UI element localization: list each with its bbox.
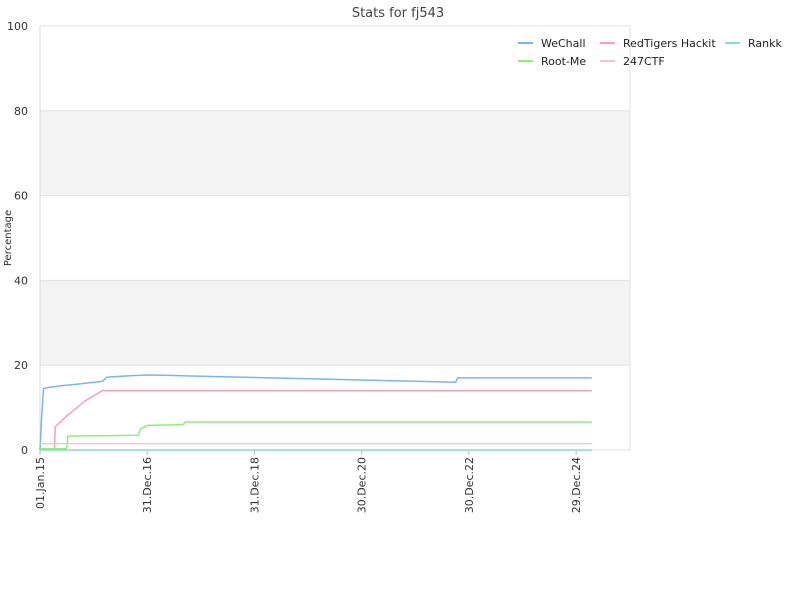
y-tick-label: 0	[21, 444, 28, 457]
grid-bands	[40, 26, 630, 450]
x-tick-label: 01.Jan.15	[34, 457, 47, 509]
series-line-redtigers-hackit	[40, 389, 592, 450]
series-lines	[39, 374, 592, 451]
grid-band	[40, 26, 630, 111]
legend-item-root-me[interactable]: Root-Me	[518, 55, 586, 68]
y-tick-label: 80	[14, 105, 28, 118]
x-tick-label: 29.Dec.24	[570, 457, 583, 513]
legend-item-rankk[interactable]: Rankk	[725, 37, 782, 50]
grid-band	[40, 195, 630, 281]
x-tick-label: 31.Dec.18	[248, 457, 261, 513]
x-tick-label: 30.Dec.22	[463, 457, 476, 513]
y-tick-label: 20	[14, 359, 28, 372]
series-line-root-me	[40, 421, 592, 450]
legend-label: RedTigers Hackit	[623, 37, 716, 50]
legend-item-wechall[interactable]: WeChall	[518, 37, 586, 50]
legend-item-247ctf[interactable]: 247CTF	[600, 55, 665, 68]
legend-label: 247CTF	[623, 55, 665, 68]
x-tick-label: 31.Dec.16	[141, 457, 154, 513]
legend-label: Root-Me	[541, 55, 586, 68]
chart-title: Stats for fj543	[352, 6, 444, 21]
x-axis-ticks: 01.Jan.15 31.Dec.16 31.Dec.18 30.Dec.20 30.D…	[34, 450, 583, 513]
y-tick-label: 100	[7, 20, 28, 33]
y-axis-label: Percentage	[3, 210, 14, 266]
series-line-wechall	[39, 374, 592, 451]
grid-band	[40, 280, 630, 366]
y-axis-ticks: 0 20 40 60 80 100	[7, 20, 28, 457]
legend-label: Rankk	[748, 37, 782, 50]
x-tick-label: 30.Dec.20	[356, 457, 369, 513]
y-tick-label: 60	[14, 190, 28, 203]
legend[interactable]: WeChall RedTigers Hackit Rankk Root-Me 247CT…	[518, 37, 782, 68]
legend-item-redtigers-hackit[interactable]: RedTigers Hackit	[600, 37, 716, 50]
y-tick-label: 40	[14, 274, 28, 287]
grid-band	[40, 110, 630, 196]
legend-label: WeChall	[541, 37, 586, 50]
